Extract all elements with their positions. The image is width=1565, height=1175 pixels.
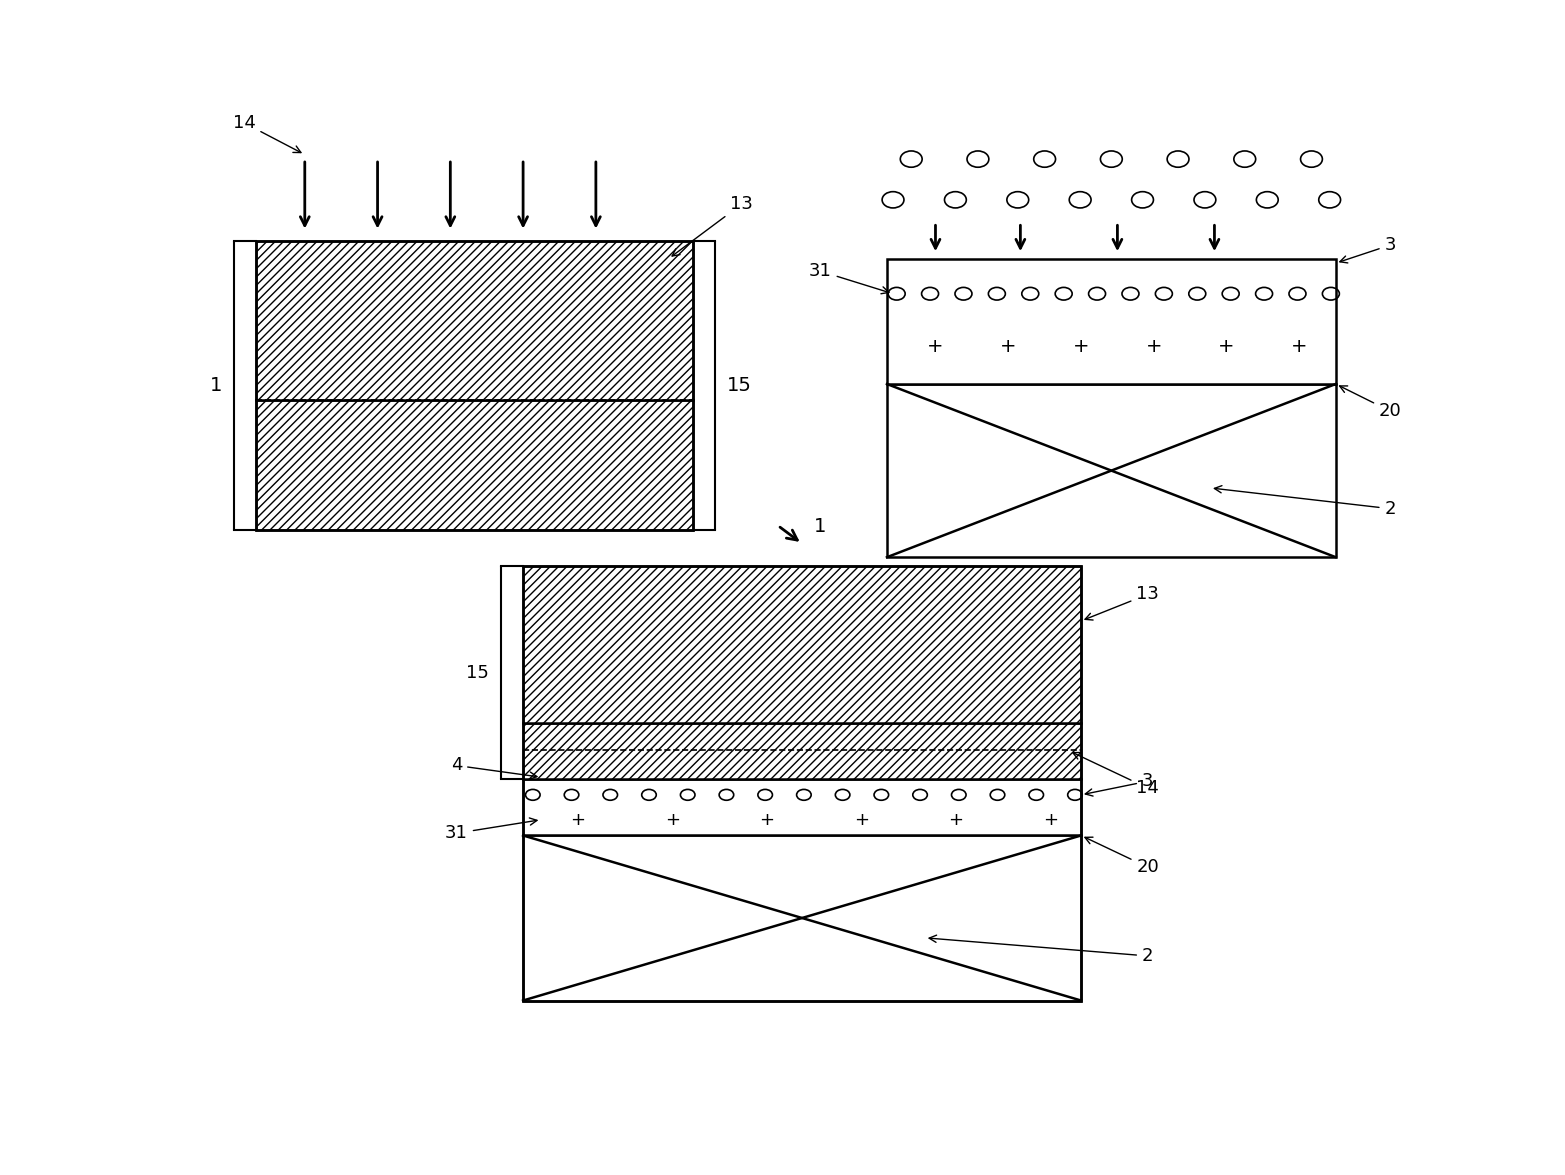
Text: 14: 14 — [233, 114, 300, 153]
Text: +: + — [1146, 337, 1163, 356]
Text: 31: 31 — [809, 262, 889, 294]
Text: 1: 1 — [210, 376, 222, 395]
Bar — [257, 400, 693, 530]
Text: 13: 13 — [671, 195, 753, 256]
Text: 2: 2 — [1214, 485, 1396, 518]
Text: 3: 3 — [1340, 236, 1396, 263]
Text: +: + — [1291, 337, 1308, 356]
Text: +: + — [948, 811, 964, 828]
Text: +: + — [570, 811, 585, 828]
Text: +: + — [759, 811, 775, 828]
Bar — [523, 835, 1081, 1001]
Bar — [523, 779, 1081, 835]
Bar — [523, 566, 1081, 723]
Text: 4: 4 — [451, 757, 537, 779]
Text: +: + — [1000, 337, 1017, 356]
Text: 31: 31 — [444, 818, 537, 842]
Text: 15: 15 — [466, 664, 490, 681]
Text: +: + — [1072, 337, 1089, 356]
Text: 20: 20 — [1340, 385, 1402, 421]
Text: 20: 20 — [1085, 837, 1160, 877]
Text: 1: 1 — [814, 517, 826, 536]
Bar — [887, 384, 1337, 557]
Text: 2: 2 — [930, 935, 1153, 965]
Text: 3: 3 — [1085, 772, 1153, 797]
Bar — [887, 258, 1337, 384]
Bar — [523, 566, 1081, 1001]
Bar — [257, 241, 693, 530]
Bar — [523, 723, 1081, 779]
Text: +: + — [1218, 337, 1235, 356]
Text: 15: 15 — [726, 376, 751, 395]
Text: +: + — [854, 811, 869, 828]
Text: +: + — [926, 337, 944, 356]
Text: +: + — [665, 811, 679, 828]
Text: +: + — [1044, 811, 1058, 828]
Bar — [257, 241, 693, 400]
Text: 14: 14 — [1074, 752, 1160, 797]
Text: 13: 13 — [1085, 585, 1160, 620]
